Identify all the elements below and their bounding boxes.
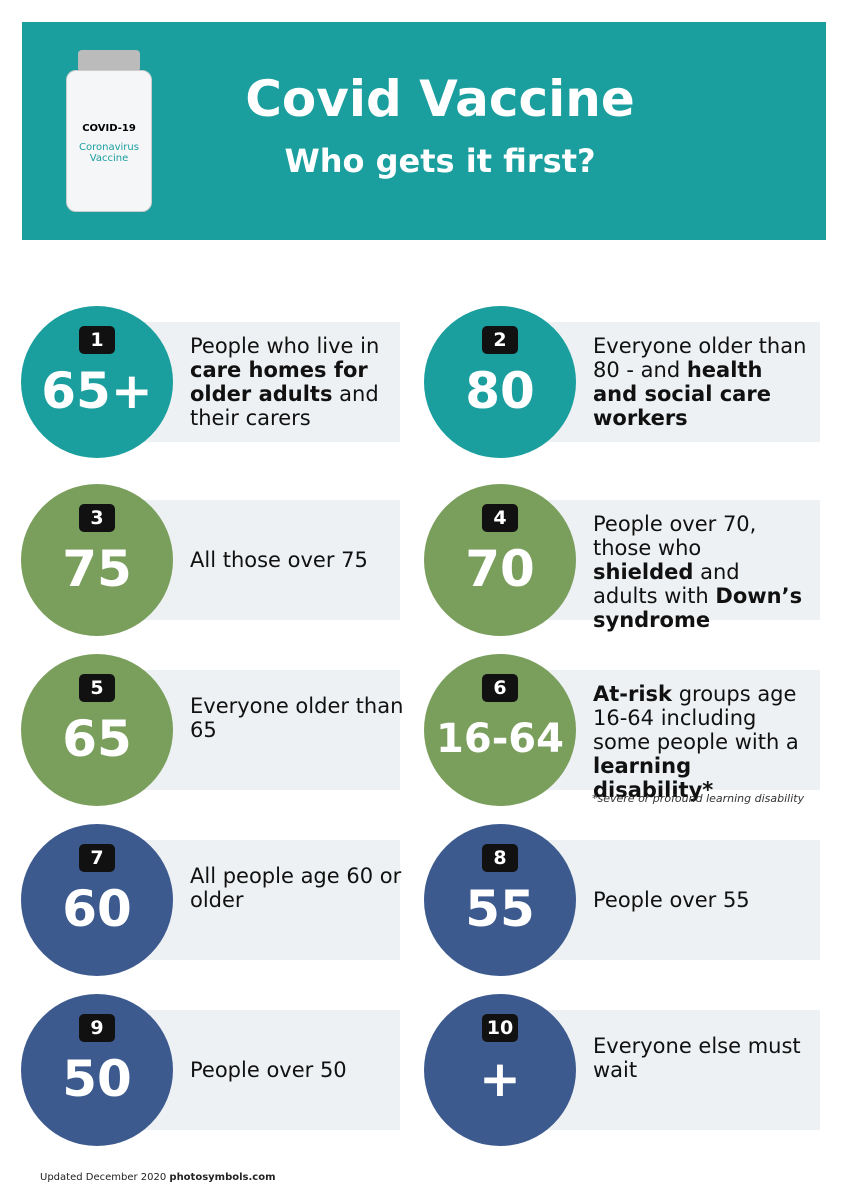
description: Everyone older than 65 xyxy=(190,694,405,742)
description-run: learning disability* xyxy=(593,754,714,802)
description-run: People over 50 xyxy=(190,1058,347,1082)
number-badge: 1 xyxy=(79,326,115,354)
description-run: and their carers xyxy=(190,382,379,430)
description: All people age 60 or older xyxy=(190,864,405,912)
footer-site: photosymbols.com xyxy=(169,1172,276,1183)
footer: Updated December 2020 photosymbols.com xyxy=(40,1172,276,1183)
subtitle: Who gets it first? xyxy=(284,142,596,180)
description-run: People who live in xyxy=(190,334,380,358)
big-label: 50 xyxy=(62,1050,132,1108)
vial-text: Vaccine xyxy=(89,153,129,164)
description-run: health and social care workers xyxy=(593,358,771,430)
description: People over 50 xyxy=(190,1058,405,1082)
description-run: People over 70, those who xyxy=(593,512,757,560)
description: People over 55 xyxy=(593,888,808,912)
description-run: shielded xyxy=(593,560,694,584)
description-run: All those over 75 xyxy=(190,548,368,572)
description: Everyone else must wait xyxy=(593,1034,808,1082)
big-label: + xyxy=(479,1050,521,1108)
big-label: 16-64 xyxy=(436,716,564,762)
description: People over 70, those who shielded and a… xyxy=(593,512,808,632)
vial-text: COVID-19 xyxy=(82,123,136,134)
description: At-risk groups age 16-64 including some … xyxy=(593,682,808,802)
big-label: 60 xyxy=(62,880,132,938)
number-badge: 8 xyxy=(482,844,518,872)
description-run: and adults with xyxy=(593,560,740,608)
description: All those over 75 xyxy=(190,548,405,572)
number-badge: 5 xyxy=(79,674,115,702)
big-label: 70 xyxy=(465,540,535,598)
title: Covid Vaccine xyxy=(245,70,635,128)
description-run: care homes for older adults xyxy=(190,358,368,406)
header-band xyxy=(22,22,826,240)
number-badge: 9 xyxy=(79,1014,115,1042)
big-label: 65+ xyxy=(41,362,153,420)
description: Everyone older than 80 - and health and … xyxy=(593,334,808,430)
footnote: *severe or profound learning disability xyxy=(592,792,805,805)
description-run: People over 55 xyxy=(593,888,750,912)
number-badge: 2 xyxy=(482,326,518,354)
description-run: groups age 16-64 including some people w… xyxy=(593,682,799,754)
number-badge: 4 xyxy=(482,504,518,532)
big-label: 65 xyxy=(62,710,132,768)
number-badge: 10 xyxy=(482,1014,518,1042)
description-run: At-risk xyxy=(593,682,673,706)
footer-text: Updated December 2020 xyxy=(40,1172,170,1183)
big-label: 80 xyxy=(465,362,535,420)
description-run: Everyone older than 80 - and xyxy=(593,334,807,382)
description-run: Everyone older than 65 xyxy=(190,694,404,742)
number-badge: 7 xyxy=(79,844,115,872)
big-label: 55 xyxy=(465,880,535,938)
description-run: All people age 60 or older xyxy=(190,864,402,912)
number-badge: 6 xyxy=(482,674,518,702)
description-run: Everyone else must wait xyxy=(593,1034,801,1082)
description: People who live in care homes for older … xyxy=(190,334,405,430)
vial-cap xyxy=(78,50,140,72)
big-label: 75 xyxy=(62,540,132,598)
vial-text: Coronavirus xyxy=(79,142,139,153)
number-badge: 3 xyxy=(79,504,115,532)
description-run: Down’s syndrome xyxy=(593,584,803,632)
vial: COVID-19 Coronavirus Vaccine xyxy=(66,70,152,212)
